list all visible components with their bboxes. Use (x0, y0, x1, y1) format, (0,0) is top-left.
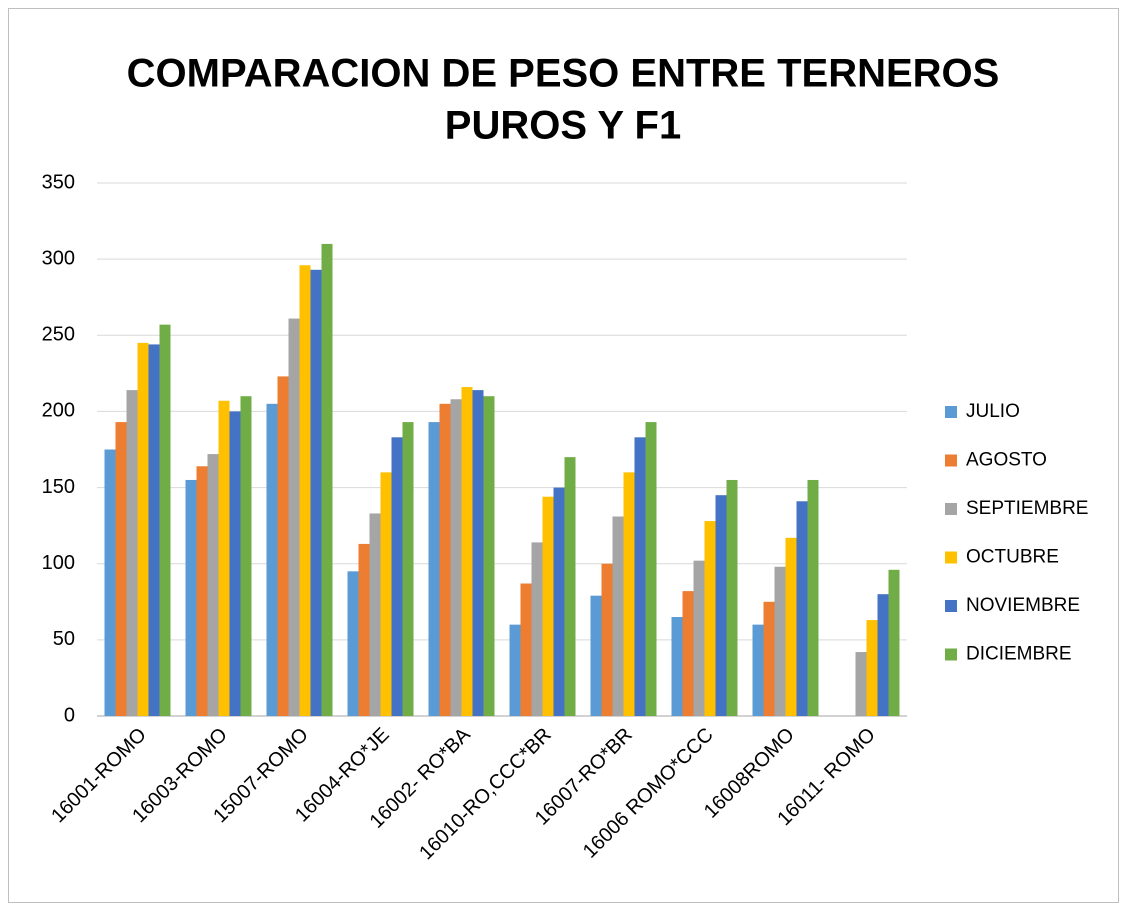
bar (682, 591, 694, 716)
bar (104, 449, 116, 716)
y-tick-label: 200 (42, 400, 75, 422)
bar (402, 422, 414, 716)
bar (634, 437, 646, 716)
bar (542, 496, 554, 716)
bar (726, 479, 738, 716)
bar (461, 387, 473, 716)
bar (196, 466, 208, 716)
bar (159, 324, 171, 716)
bar (310, 269, 322, 716)
legend-label: NOVIEMBRE (966, 595, 1080, 616)
bar (520, 583, 532, 716)
bar (185, 479, 197, 716)
bar (752, 624, 764, 716)
bar (531, 542, 543, 716)
legend-swatch (945, 600, 957, 612)
bar (693, 560, 705, 716)
legend-label: DICIEMBRE (966, 644, 1072, 665)
y-tick-label: 350 (42, 171, 75, 193)
bar (277, 376, 289, 716)
bar (358, 543, 370, 716)
legend-swatch (945, 454, 957, 467)
legend-label: OCTUBRE (966, 547, 1059, 568)
bar (671, 617, 683, 716)
bar (877, 594, 889, 716)
bar (601, 563, 613, 716)
legend-swatch (945, 551, 957, 564)
bar (763, 601, 775, 716)
bar (715, 495, 727, 716)
bar (115, 422, 127, 716)
bar (796, 501, 808, 716)
y-tick-label: 100 (42, 552, 75, 574)
y-tick-label: 50 (53, 628, 75, 650)
chart-border (8, 8, 1119, 903)
y-tick-label: 0 (64, 704, 75, 726)
bar (369, 513, 381, 716)
legend-label: AGOSTO (966, 450, 1047, 471)
bar (590, 595, 602, 716)
bar (380, 472, 392, 716)
bar (218, 400, 230, 716)
bar (612, 516, 624, 716)
bar (137, 342, 149, 716)
bar (774, 566, 786, 716)
chart-title: PUROS Y F1 (445, 104, 681, 148)
bar (321, 243, 333, 716)
legend-swatch (945, 648, 957, 661)
bar (299, 265, 311, 716)
bar (266, 403, 278, 716)
bar (439, 403, 451, 716)
bar (288, 318, 300, 716)
legend-swatch (945, 503, 957, 515)
bar (785, 537, 797, 716)
bar (148, 344, 160, 716)
bar (240, 396, 252, 716)
bar (450, 399, 462, 716)
bar (126, 390, 138, 716)
bar (807, 479, 819, 716)
bar (472, 390, 484, 716)
bar (483, 396, 495, 716)
bar (645, 422, 657, 716)
bar (704, 521, 716, 716)
bar (347, 571, 359, 716)
bar (866, 620, 878, 716)
bar (509, 624, 521, 716)
y-tick-label: 300 (42, 247, 75, 269)
bar (428, 422, 440, 716)
legend-swatch (945, 406, 957, 418)
bar (564, 457, 576, 716)
bar (391, 437, 403, 716)
y-tick-label: 150 (42, 476, 75, 498)
chart-title: COMPARACION DE PESO ENTRE TERNEROS (127, 52, 1000, 96)
bar (553, 487, 565, 716)
bar (855, 652, 867, 716)
legend-label: JULIO (966, 401, 1020, 422)
bar (229, 411, 241, 716)
legend-label: SEPTIEMBRE (966, 498, 1088, 519)
y-tick-label: 250 (42, 324, 75, 346)
bar (623, 472, 635, 716)
bar (207, 454, 219, 716)
bar (888, 569, 900, 716)
